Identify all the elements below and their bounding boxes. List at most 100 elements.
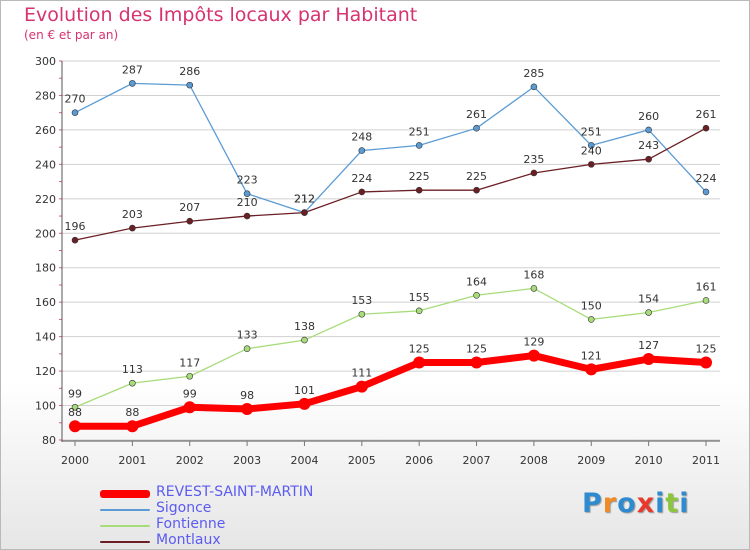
data-label: 261 [696,108,717,121]
data-point [587,316,595,323]
data-label: 164 [466,275,487,288]
data-label: 88 [125,406,139,419]
legend-label: Montlaux [156,532,221,548]
y-tick-label: 100 [35,400,56,413]
data-label: 207 [179,201,200,214]
data-label: 224 [351,172,372,185]
chart-subtitle: (en € et par an) [24,28,119,42]
data-label: 125 [696,342,717,355]
data-label: 154 [638,293,659,306]
data-label: 196 [65,220,86,233]
data-point [243,345,251,352]
data-point [473,186,480,194]
data-point [129,379,136,387]
data-label: 203 [122,208,143,221]
data-label: 138 [294,320,315,333]
data-label: 133 [237,329,258,342]
data-point [126,420,139,433]
data-point [473,124,480,132]
y-tick-label: 80 [42,434,56,447]
data-label: 285 [523,67,544,80]
data-point [473,291,480,299]
y-tick-label: 200 [35,227,56,240]
x-tick-label: 2001 [118,454,146,467]
legend-label: REVEST-SAINT-MARTIN [156,484,314,500]
data-point [587,161,595,168]
x-tick-label: 2005 [348,454,376,467]
data-label: 127 [638,339,659,352]
data-point [355,380,368,393]
y-tick-label: 240 [35,158,56,171]
x-tick-label: 2004 [290,454,318,467]
data-label: 212 [294,193,315,206]
data-label: 153 [351,294,372,307]
data-point [530,285,538,292]
data-label: 240 [581,144,602,157]
data-point [702,124,710,132]
data-point [183,401,196,414]
data-point [587,142,595,149]
legend-swatch [100,490,150,498]
data-point [243,212,251,220]
data-label: 111 [351,367,372,380]
x-tick-label: 2009 [577,454,605,467]
data-label: 224 [696,172,717,185]
data-label: 223 [237,174,258,187]
data-label: 155 [409,291,430,304]
y-tick-label: 140 [35,331,56,344]
data-point [358,310,366,318]
data-label: 101 [294,384,315,397]
data-point [301,209,308,216]
x-tick-label: 2011 [692,454,720,467]
data-point [645,155,652,163]
legend-label: Sigonce [156,500,212,516]
data-point [642,353,655,366]
data-label: 150 [581,299,602,312]
x-tick-label: 2003 [233,454,261,467]
x-tick-label: 2007 [463,454,491,467]
data-label: 248 [351,131,372,144]
data-point [71,403,79,411]
data-point [527,349,540,362]
data-point [186,372,194,380]
legend-swatch [100,525,150,527]
proxiti-logo: Proxiti [582,488,690,519]
data-point [71,109,79,116]
data-point [358,147,366,154]
logo-letter: i [655,488,666,519]
x-tick-label: 2008 [520,454,548,467]
data-point [585,363,598,376]
data-point [298,397,311,410]
data-label: 121 [581,349,602,362]
data-point [358,188,366,196]
data-point [186,81,194,89]
data-label: 251 [581,125,602,138]
data-point [470,356,483,369]
data-label: 129 [523,336,544,349]
data-point [129,80,136,87]
series-line [74,287,707,408]
data-label: 243 [638,139,659,152]
data-point [129,224,136,232]
legend-swatch [100,509,150,511]
data-point [69,420,81,433]
legend-label: Fontienne [156,516,226,532]
data-label: 161 [696,280,717,293]
data-label: 212 [294,193,315,206]
logo-letter: i [679,488,690,519]
chart-title: Evolution des Impôts locaux par Habitant [24,4,418,26]
series-line [74,82,707,214]
data-point [241,402,254,415]
data-point [186,217,194,225]
data-point [415,307,423,315]
data-label: 286 [179,65,200,78]
series-line [71,352,710,430]
data-point [413,356,426,369]
data-label: 225 [409,170,430,183]
data-label: 99 [68,387,82,400]
data-label: 287 [122,63,143,76]
logo-letter: P [582,488,603,519]
logo-letter: o [617,488,637,519]
data-label: 270 [65,93,86,106]
